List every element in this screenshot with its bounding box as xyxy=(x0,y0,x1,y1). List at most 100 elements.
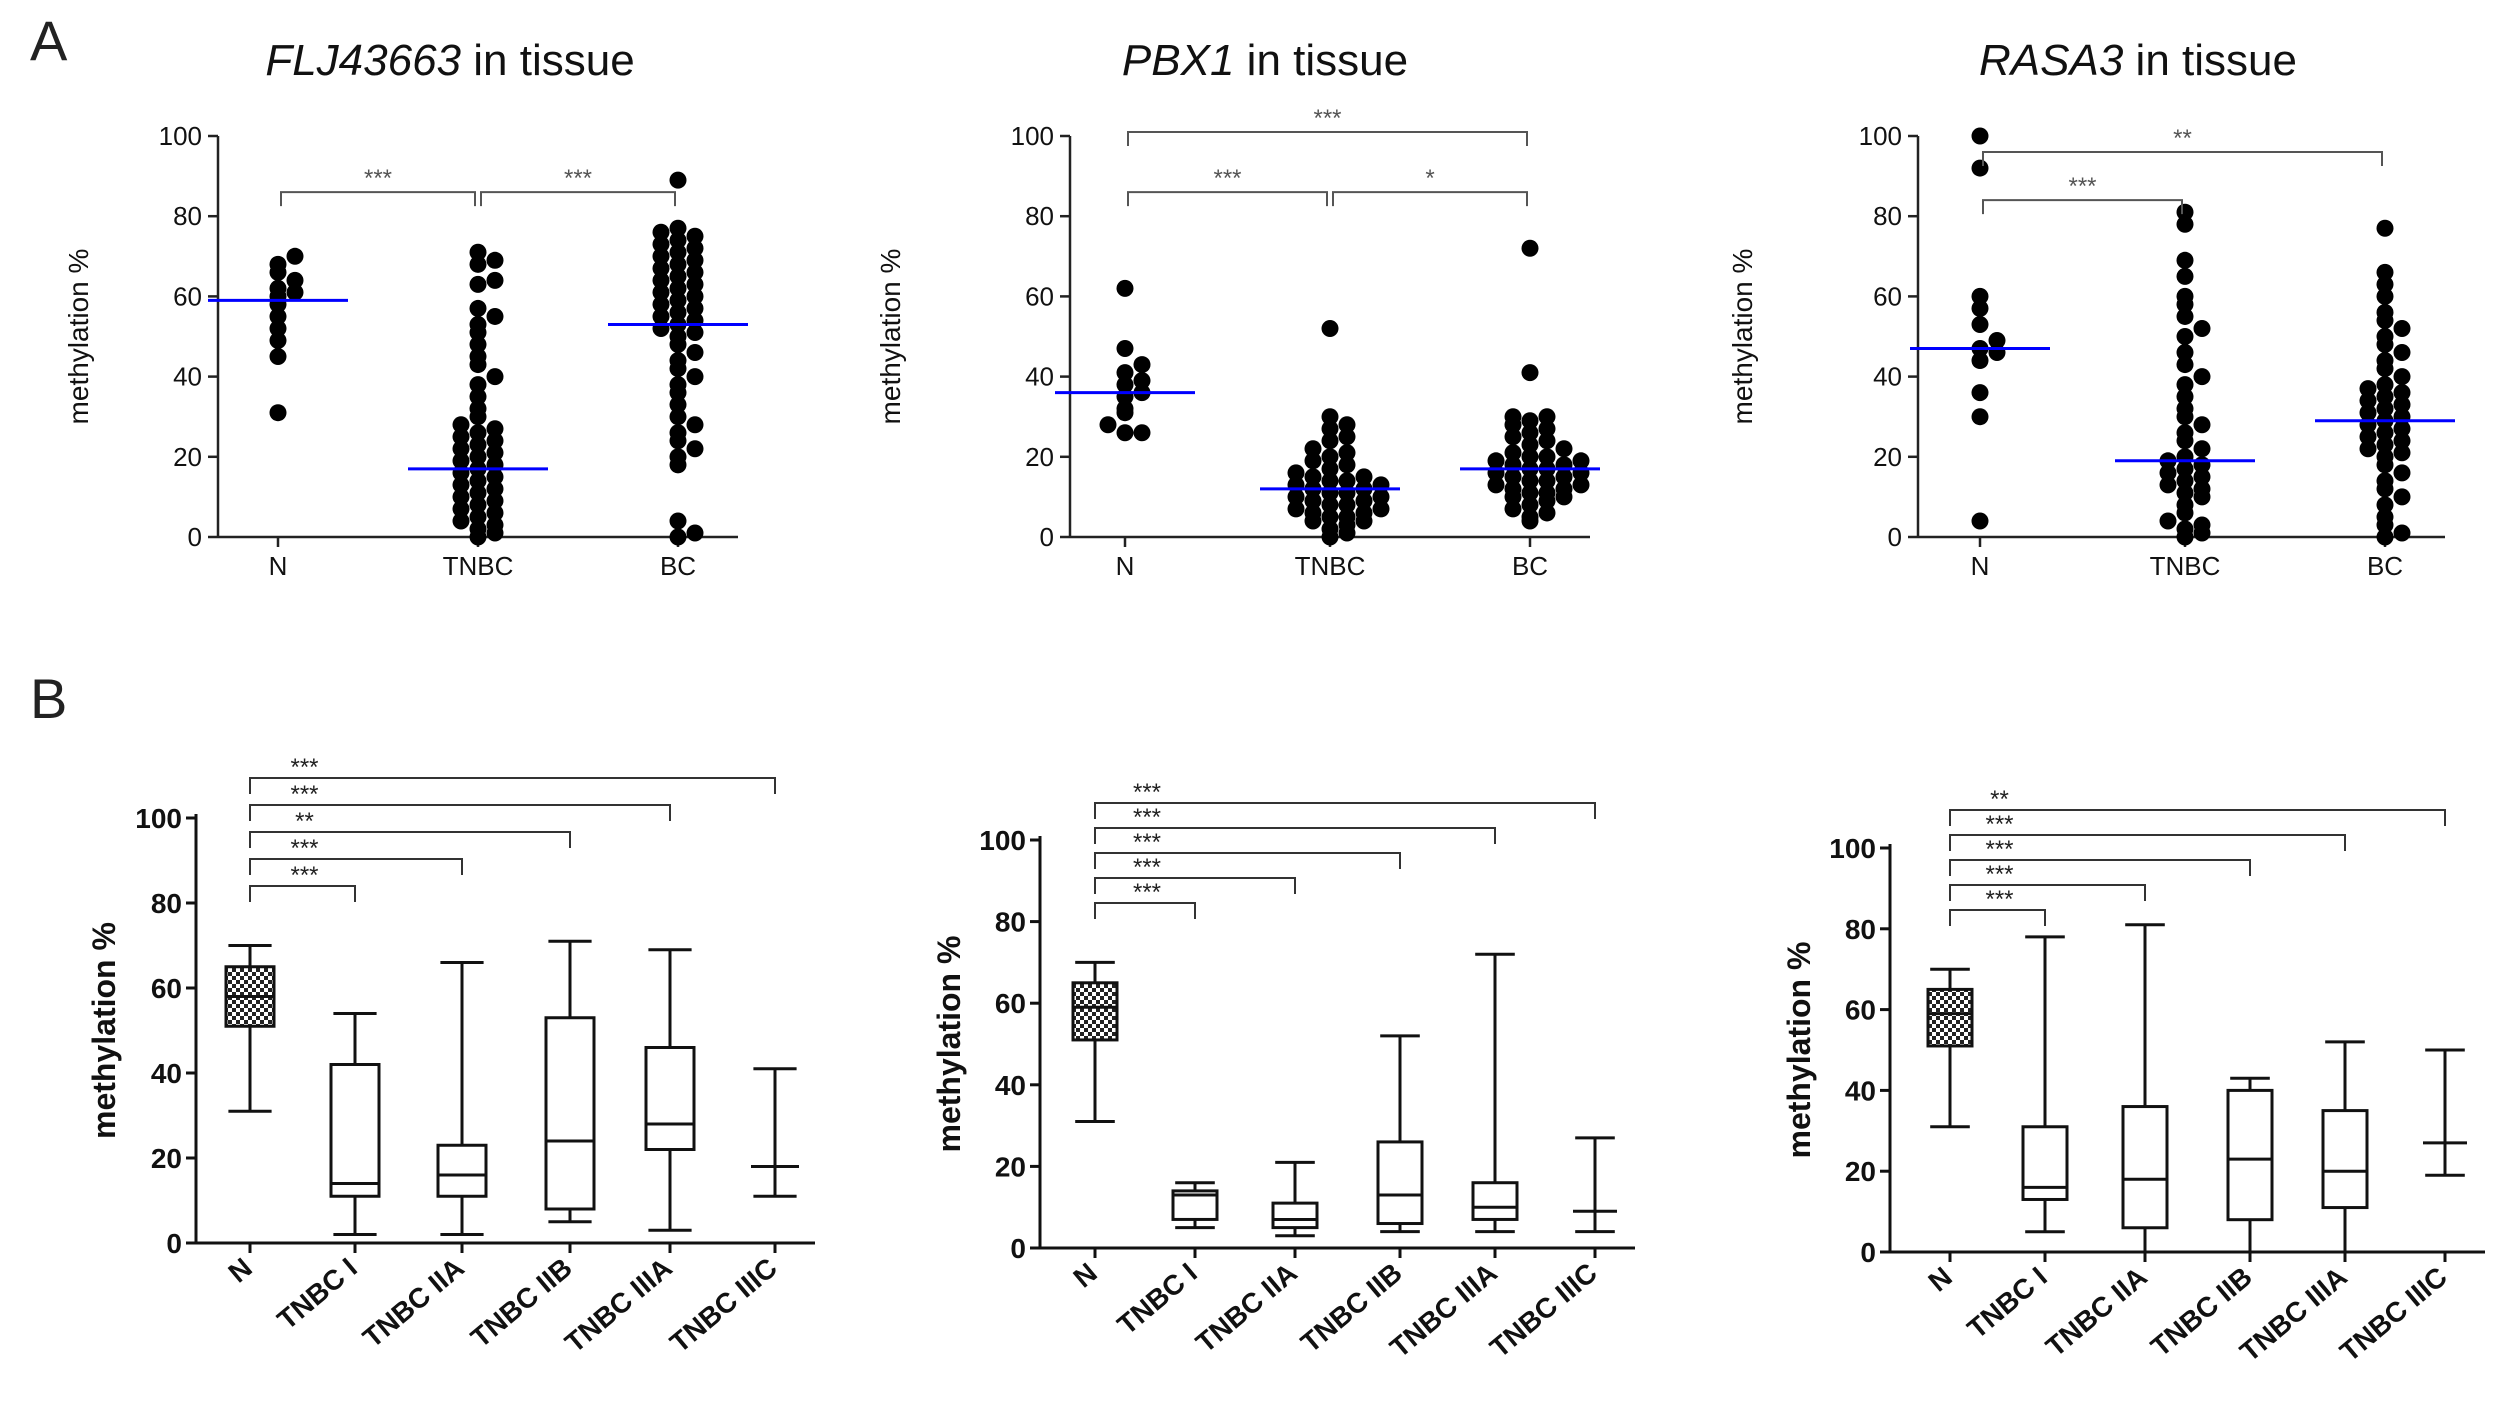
box-iqr xyxy=(2226,1088,2274,1222)
data-point xyxy=(1287,488,1305,506)
significance-bracket xyxy=(1094,827,1496,844)
significance-label: *** xyxy=(290,754,318,781)
charts-container: FLJ43663 in tissue 0 20 40 60 80 100 methylatio… xyxy=(63,36,2485,1368)
data-point xyxy=(2376,400,2394,418)
y-tick-label: 0 xyxy=(188,522,202,552)
significance-label: ** xyxy=(1990,786,2009,813)
data-point xyxy=(1538,504,1556,522)
significance-label: *** xyxy=(1133,829,1161,856)
data-point xyxy=(2176,287,2194,305)
data-point xyxy=(2376,496,2394,514)
data-point xyxy=(2359,380,2377,398)
data-point xyxy=(486,492,504,510)
data-point xyxy=(652,247,670,265)
data-point xyxy=(669,231,687,249)
data-point xyxy=(1321,420,1339,438)
data-point xyxy=(469,508,487,526)
y-axis-label: methylation % xyxy=(1781,942,1817,1159)
data-point xyxy=(2176,203,2194,221)
data-point xyxy=(486,251,504,269)
data-point xyxy=(1521,496,1539,514)
y-tick-label: 0 xyxy=(166,1228,182,1259)
data-point xyxy=(2376,263,2394,281)
data-point xyxy=(2376,219,2394,237)
data-point xyxy=(452,440,470,458)
data-point xyxy=(1355,504,1373,522)
x-tick-label: BC xyxy=(2367,551,2403,581)
data-point xyxy=(686,299,704,317)
data-point xyxy=(2193,516,2211,534)
data-point xyxy=(1372,476,1390,494)
x-tick-label: TNBC I xyxy=(1961,1261,2052,1345)
data-point xyxy=(669,448,687,466)
data-point xyxy=(1338,428,1356,446)
y-tick-label: 100 xyxy=(1829,833,1876,864)
y-tick-label: 40 xyxy=(1873,362,1902,392)
data-point xyxy=(1116,376,1134,394)
data-point xyxy=(1287,500,1305,518)
data-point xyxy=(2393,396,2411,414)
y-tick-label: 80 xyxy=(1873,201,1902,231)
data-point xyxy=(2176,424,2194,442)
chart-title-suffix: in tissue xyxy=(461,36,635,85)
significance-bracket xyxy=(1949,859,2251,876)
scatter-chart-FLJ43663: FLJ43663 in tissue 0 20 40 60 80 100 methylatio… xyxy=(63,36,748,581)
y-tick-label: 60 xyxy=(1873,281,1902,311)
data-point xyxy=(2393,488,2411,506)
data-point xyxy=(1971,287,1989,305)
data-point xyxy=(469,243,487,261)
data-point xyxy=(1521,364,1539,382)
significance-label: *** xyxy=(1213,165,1241,192)
significance-label: *** xyxy=(1985,836,2013,863)
data-point xyxy=(1521,508,1539,526)
data-point xyxy=(1116,364,1134,382)
data-point xyxy=(452,512,470,530)
y-tick-label: 60 xyxy=(173,281,202,311)
data-point xyxy=(1338,416,1356,434)
y-tick-label: 80 xyxy=(173,201,202,231)
data-point xyxy=(1504,480,1522,498)
box-iqr xyxy=(2321,1109,2369,1210)
data-point xyxy=(652,295,670,313)
y-tick-label: 20 xyxy=(151,1143,182,1174)
data-point xyxy=(1538,448,1556,466)
data-point xyxy=(469,424,487,442)
y-axis-label: methylation % xyxy=(86,922,122,1139)
data-point xyxy=(1372,500,1390,518)
data-point xyxy=(1116,400,1134,418)
box-iqr xyxy=(2121,1105,2169,1230)
y-axis-label: methylation % xyxy=(931,936,967,1153)
data-point xyxy=(2176,344,2194,362)
data-point xyxy=(2176,267,2194,285)
x-tick-label: TNBC xyxy=(443,551,514,581)
significance-label: ** xyxy=(2173,125,2192,152)
data-point xyxy=(1487,452,1505,470)
data-point xyxy=(469,496,487,514)
data-point xyxy=(669,512,687,530)
box-iqr xyxy=(329,1063,381,1198)
data-point xyxy=(669,171,687,189)
data-point xyxy=(669,243,687,261)
data-point xyxy=(1287,464,1305,482)
data-point xyxy=(1304,492,1322,510)
significance-label: *** xyxy=(564,165,592,192)
x-tick-label: BC xyxy=(660,551,696,581)
data-point xyxy=(2176,307,2194,325)
data-point xyxy=(1338,444,1356,462)
significance-bracket xyxy=(249,858,463,875)
data-point xyxy=(669,303,687,321)
data-point xyxy=(469,448,487,466)
data-point xyxy=(1133,424,1151,442)
y-tick-label: 0 xyxy=(1040,522,1054,552)
data-point xyxy=(669,376,687,394)
y-tick-label: 20 xyxy=(1845,1156,1876,1187)
data-point xyxy=(1521,448,1539,466)
data-point xyxy=(2159,476,2177,494)
significance-bracket xyxy=(249,885,356,902)
x-tick-label: TNBC IIIC xyxy=(664,1252,783,1359)
data-point xyxy=(1521,484,1539,502)
data-point xyxy=(1304,452,1322,470)
data-point xyxy=(2376,472,2394,490)
